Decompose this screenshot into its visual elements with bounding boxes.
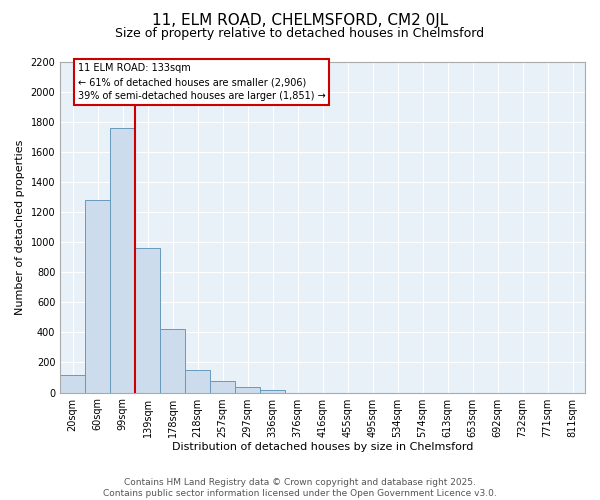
Bar xyxy=(185,370,210,392)
X-axis label: Distribution of detached houses by size in Chelmsford: Distribution of detached houses by size … xyxy=(172,442,473,452)
Bar xyxy=(135,248,160,392)
Bar xyxy=(60,374,85,392)
Bar xyxy=(235,386,260,392)
Bar xyxy=(160,330,185,392)
Text: Contains HM Land Registry data © Crown copyright and database right 2025.
Contai: Contains HM Land Registry data © Crown c… xyxy=(103,478,497,498)
Y-axis label: Number of detached properties: Number of detached properties xyxy=(15,140,25,314)
Bar xyxy=(85,200,110,392)
Bar xyxy=(110,128,135,392)
Text: 11 ELM ROAD: 133sqm
← 61% of detached houses are smaller (2,906)
39% of semi-det: 11 ELM ROAD: 133sqm ← 61% of detached ho… xyxy=(77,63,325,101)
Text: 11, ELM ROAD, CHELMSFORD, CM2 0JL: 11, ELM ROAD, CHELMSFORD, CM2 0JL xyxy=(152,12,448,28)
Text: Size of property relative to detached houses in Chelmsford: Size of property relative to detached ho… xyxy=(115,28,485,40)
Bar xyxy=(260,390,285,392)
Bar xyxy=(210,380,235,392)
